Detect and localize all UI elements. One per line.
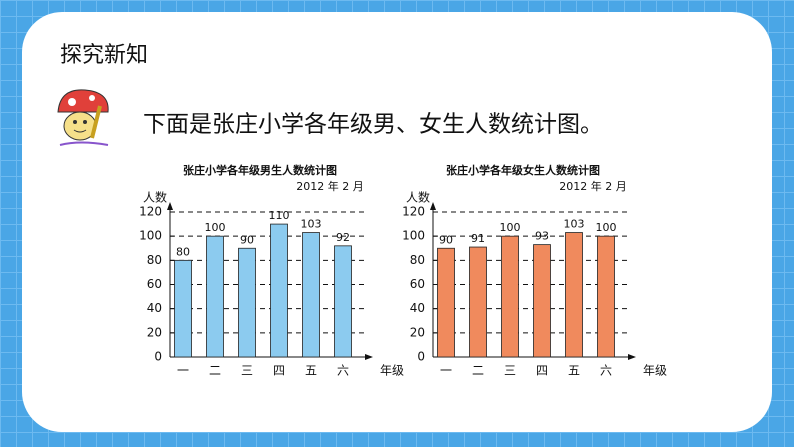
bar xyxy=(206,235,224,358)
bar xyxy=(302,232,320,358)
y-tick-label: 100 xyxy=(402,229,425,243)
value-label: 110 xyxy=(269,209,290,222)
x-arrow xyxy=(628,354,636,360)
x-tick-label: 五 xyxy=(305,364,317,378)
chart-title: 张庄小学各年级男生人数统计图 xyxy=(183,163,337,177)
y-arrow xyxy=(430,202,436,210)
value-label: 80 xyxy=(176,245,190,258)
value-label: 103 xyxy=(301,218,322,231)
y-tick-label: 0 xyxy=(417,350,425,364)
y-tick-label: 0 xyxy=(154,350,162,364)
value-label: 90 xyxy=(439,233,453,246)
x-tick-label: 一 xyxy=(440,364,452,378)
x-tick-label: 四 xyxy=(536,364,548,378)
y-axis-label: 人数 xyxy=(406,190,430,205)
mushroom-icon xyxy=(57,89,109,146)
section-title: 探究新知 xyxy=(60,43,148,68)
y-tick-label: 120 xyxy=(402,205,425,219)
y-tick-label: 20 xyxy=(147,325,162,339)
x-arrow xyxy=(365,354,373,360)
chart-subtitle: 2012 年 2 月 xyxy=(296,179,363,193)
chart-subtitle: 2012 年 2 月 xyxy=(559,179,626,193)
value-label: 100 xyxy=(205,221,226,234)
bar xyxy=(238,247,256,358)
y-tick-label: 80 xyxy=(147,253,162,267)
x-tick-label: 三 xyxy=(241,364,253,378)
bar xyxy=(469,246,487,358)
x-tick-label: 二 xyxy=(472,364,484,378)
y-tick-label: 60 xyxy=(147,277,162,291)
value-label: 100 xyxy=(596,221,617,234)
x-tick-label: 五 xyxy=(568,364,580,378)
value-label: 93 xyxy=(535,230,549,243)
bar xyxy=(174,259,192,358)
value-label: 91 xyxy=(471,232,485,245)
value-label: 92 xyxy=(336,231,350,244)
y-tick-label: 100 xyxy=(139,229,162,243)
value-label: 90 xyxy=(240,233,254,246)
x-tick-label: 三 xyxy=(504,364,516,378)
value-label: 103 xyxy=(564,218,585,231)
x-tick-label: 六 xyxy=(600,364,612,378)
x-tick-label: 二 xyxy=(209,364,221,378)
bar xyxy=(501,235,519,358)
bar xyxy=(270,223,288,358)
x-tick-label: 四 xyxy=(273,364,285,378)
y-arrow xyxy=(167,202,173,210)
chart-title: 张庄小学各年级女生人数统计图 xyxy=(446,163,600,177)
bar xyxy=(597,235,615,358)
prompt: 下面是张庄小学各年级男、女生人数统计图。 xyxy=(143,112,603,138)
bar xyxy=(437,247,455,358)
y-axis-label: 人数 xyxy=(143,190,167,205)
y-tick-label: 40 xyxy=(410,301,425,315)
x-axis-label: 年级 xyxy=(380,364,404,378)
value-label: 100 xyxy=(500,221,521,234)
bar xyxy=(533,244,551,358)
y-tick-label: 20 xyxy=(410,325,425,339)
x-axis-label: 年级 xyxy=(643,364,667,378)
y-tick-label: 60 xyxy=(410,277,425,291)
y-tick-label: 120 xyxy=(139,205,162,219)
y-tick-label: 40 xyxy=(147,301,162,315)
x-tick-label: 一 xyxy=(177,364,189,378)
bar xyxy=(565,232,583,358)
bar xyxy=(334,245,352,358)
x-tick-label: 六 xyxy=(337,364,349,378)
y-tick-label: 80 xyxy=(410,253,425,267)
